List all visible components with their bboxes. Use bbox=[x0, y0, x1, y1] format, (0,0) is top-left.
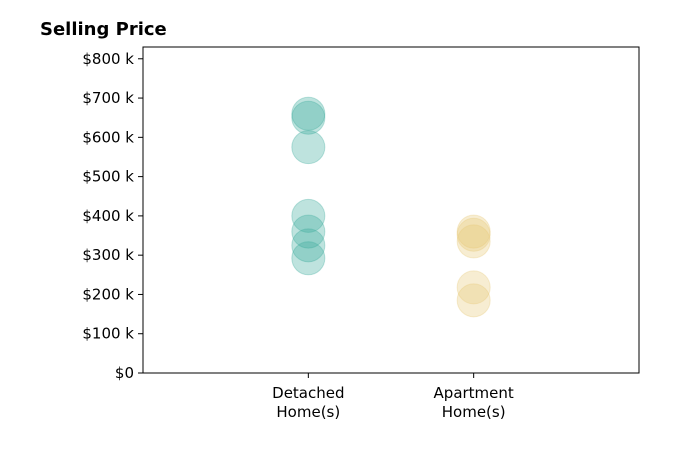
y-tick-label: $300 k bbox=[82, 246, 134, 264]
x-tick-label-line2: Home(s) bbox=[276, 403, 340, 421]
scatter-point bbox=[456, 217, 491, 252]
scatter-point bbox=[291, 96, 326, 131]
x-tick-label-line1: Apartment bbox=[434, 384, 514, 402]
y-tick-label: $100 k bbox=[82, 325, 134, 343]
scatter-point bbox=[291, 241, 326, 276]
scatter-point bbox=[456, 224, 491, 259]
y-tick-label: $400 k bbox=[82, 207, 134, 225]
scatter-point bbox=[291, 100, 326, 135]
scatter-point bbox=[456, 214, 491, 249]
x-tick-label-line2: Home(s) bbox=[442, 403, 506, 421]
scatter-point bbox=[291, 214, 326, 249]
scatter-point bbox=[456, 270, 491, 305]
plot-frame bbox=[142, 46, 640, 374]
y-tick-label: $700 k bbox=[82, 89, 134, 107]
scatter-point bbox=[291, 228, 326, 263]
axes-layer: $0 $100 k $200 k $300 k $400 k $500 k $600 k $7… bbox=[82, 50, 514, 421]
scatter-point bbox=[291, 198, 326, 233]
chart-title: Selling Price bbox=[40, 19, 167, 40]
scatter-point bbox=[456, 283, 491, 318]
y-tick-label: $800 k bbox=[82, 50, 134, 68]
scatter-point bbox=[291, 130, 326, 165]
x-tick-label-line1: Detached bbox=[272, 384, 344, 402]
y-tick-label: $500 k bbox=[82, 168, 134, 186]
y-tick-label: $600 k bbox=[82, 128, 134, 146]
y-tick-label: $0 bbox=[115, 364, 134, 382]
points-layer bbox=[291, 96, 491, 318]
y-tick-label: $200 k bbox=[82, 285, 134, 303]
